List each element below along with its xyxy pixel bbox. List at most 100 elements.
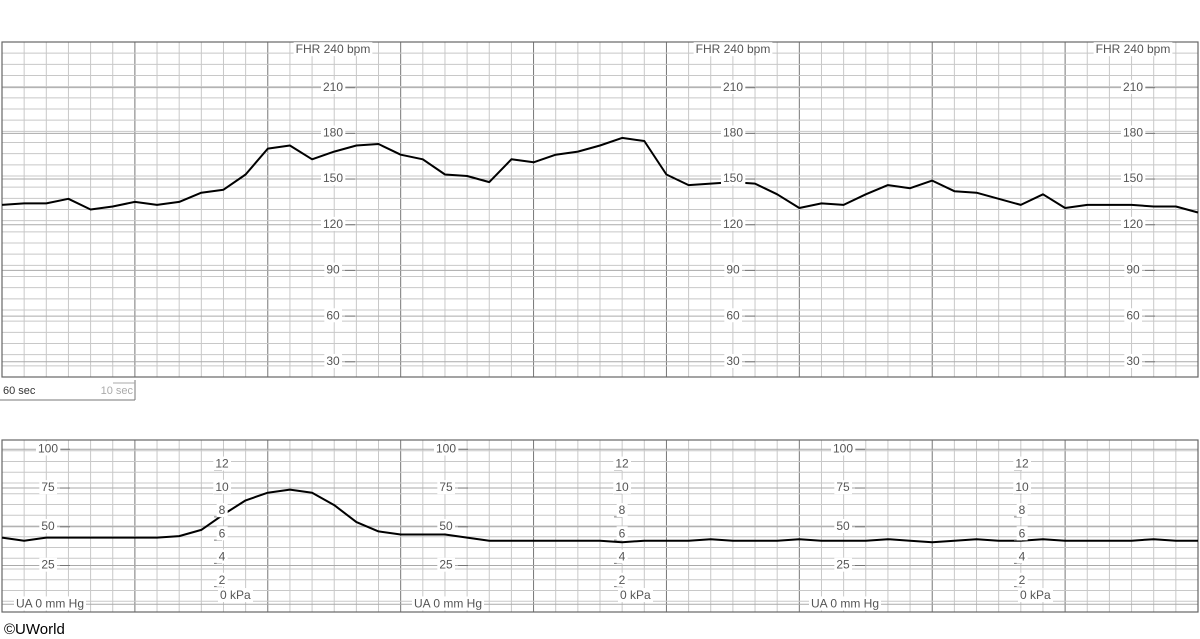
tick-label-bg (324, 308, 342, 323)
y-tick-label: 6 (219, 526, 226, 540)
y-tick-label: 0 kPa (1020, 588, 1051, 602)
tick-label-bg (720, 216, 746, 231)
tick-label-bg (213, 479, 231, 494)
tick-label-bg (39, 518, 57, 533)
y-tick-label: 90 (1126, 263, 1140, 277)
y-tick-label: 30 (326, 354, 340, 368)
y-tick-label: UA 0 mm Hg (16, 596, 84, 610)
tick-label-bg (1093, 42, 1173, 57)
y-tick-label: 4 (219, 550, 226, 564)
y-tick-label: 25 (836, 558, 850, 572)
tick-label-bg (1016, 526, 1028, 541)
tick-label-bg (1018, 588, 1054, 603)
tick-label-bg (320, 171, 346, 186)
tick-label-bg (1124, 353, 1142, 368)
y-tick-label: 100 (833, 441, 853, 455)
grid (1, 41, 1199, 378)
trace-line (1, 136, 1199, 214)
y-tick-label: 2 (219, 573, 226, 587)
tick-label-bg (1016, 549, 1028, 564)
tick-label-bg (724, 262, 742, 277)
scale-label: 10 sec (101, 385, 134, 397)
tick-label-bg (613, 479, 631, 494)
y-tick-label: 60 (726, 308, 740, 322)
y-tick-label: 90 (326, 263, 340, 277)
tick-label-bg (1124, 262, 1142, 277)
tick-label-bg (1120, 79, 1146, 94)
tick-label-bg (218, 588, 254, 603)
y-tick-label: UA 0 mm Hg (811, 596, 879, 610)
y-tick-label: 50 (41, 519, 55, 533)
tick-label-bg (720, 79, 746, 94)
copyright: ©UWorld (4, 621, 65, 638)
tick-label-bg (1120, 171, 1146, 186)
y-tick-label: 180 (723, 126, 743, 140)
tick-label-bg (830, 441, 856, 456)
tick-label-bg (1124, 308, 1142, 323)
tick-label-bg (616, 549, 628, 564)
y-tick-label: 4 (619, 550, 626, 564)
scale-label: 60 sec (3, 385, 36, 397)
y-tick-label: 30 (1126, 354, 1140, 368)
y-tick-label: 8 (219, 503, 226, 517)
tick-label-bg (39, 557, 57, 572)
y-tick-label: 150 (723, 171, 743, 185)
tick-label-bg (324, 353, 342, 368)
tick-label-bg (216, 526, 228, 541)
y-tick-label: 12 (615, 457, 629, 471)
y-tick-label: FHR 240 bpm (1096, 42, 1171, 56)
y-tick-label: 4 (1019, 550, 1026, 564)
tick-label-bg (35, 441, 61, 456)
y-tick-label: 8 (1019, 503, 1026, 517)
y-tick-label: 75 (439, 480, 453, 494)
y-tick-label: 120 (723, 217, 743, 231)
tick-label-bg (324, 262, 342, 277)
y-tick-label: 210 (323, 80, 343, 94)
y-tick-label: 2 (1019, 573, 1026, 587)
tick-label-bg (1016, 572, 1028, 587)
tick-label-bg (216, 549, 228, 564)
y-tick-label: 60 (326, 308, 340, 322)
y-tick-label: 210 (723, 80, 743, 94)
y-tick-label: 10 (215, 480, 229, 494)
tick-label-bg (433, 441, 459, 456)
tick-label-bg (39, 480, 57, 495)
y-tick-label: 25 (41, 558, 55, 572)
tick-label-bg (320, 125, 346, 140)
tick-label-bg (809, 596, 882, 611)
y-tick-label: 90 (726, 263, 740, 277)
tick-label-bg (437, 480, 455, 495)
y-tick-label: 150 (1123, 171, 1143, 185)
y-tick-label: 0 kPa (620, 588, 651, 602)
tick-label-bg (618, 588, 654, 603)
y-tick-label: 150 (323, 171, 343, 185)
y-tick-label: 100 (38, 441, 58, 455)
tick-label-bg (724, 308, 742, 323)
y-tick-label: 0 kPa (220, 588, 251, 602)
y-tick-label: UA 0 mm Hg (414, 596, 482, 610)
tick-label-bg (834, 480, 852, 495)
y-tick-label: FHR 240 bpm (296, 42, 371, 56)
y-tick-label: 75 (41, 480, 55, 494)
tick-label-bg (1013, 456, 1031, 471)
tick-label-bg (693, 42, 773, 57)
tick-label-bg (616, 526, 628, 541)
y-tick-label: 50 (439, 519, 453, 533)
tick-label-bg (213, 456, 231, 471)
tick-label-bg (14, 596, 87, 611)
tick-label-bg (724, 353, 742, 368)
y-tick-label: 50 (836, 519, 850, 533)
tick-label-bg (1016, 503, 1028, 518)
y-tick-label: 100 (436, 441, 456, 455)
y-tick-label: FHR 240 bpm (696, 42, 771, 56)
tick-label-bg (1120, 125, 1146, 140)
tick-label-bg (616, 503, 628, 518)
y-tick-label: 12 (1015, 457, 1029, 471)
tick-label-bg (834, 557, 852, 572)
y-tick-label: 12 (215, 457, 229, 471)
y-tick-label: 6 (619, 526, 626, 540)
tick-label-bg (412, 596, 485, 611)
tick-label-bg (216, 572, 228, 587)
y-tick-label: 120 (1123, 217, 1143, 231)
